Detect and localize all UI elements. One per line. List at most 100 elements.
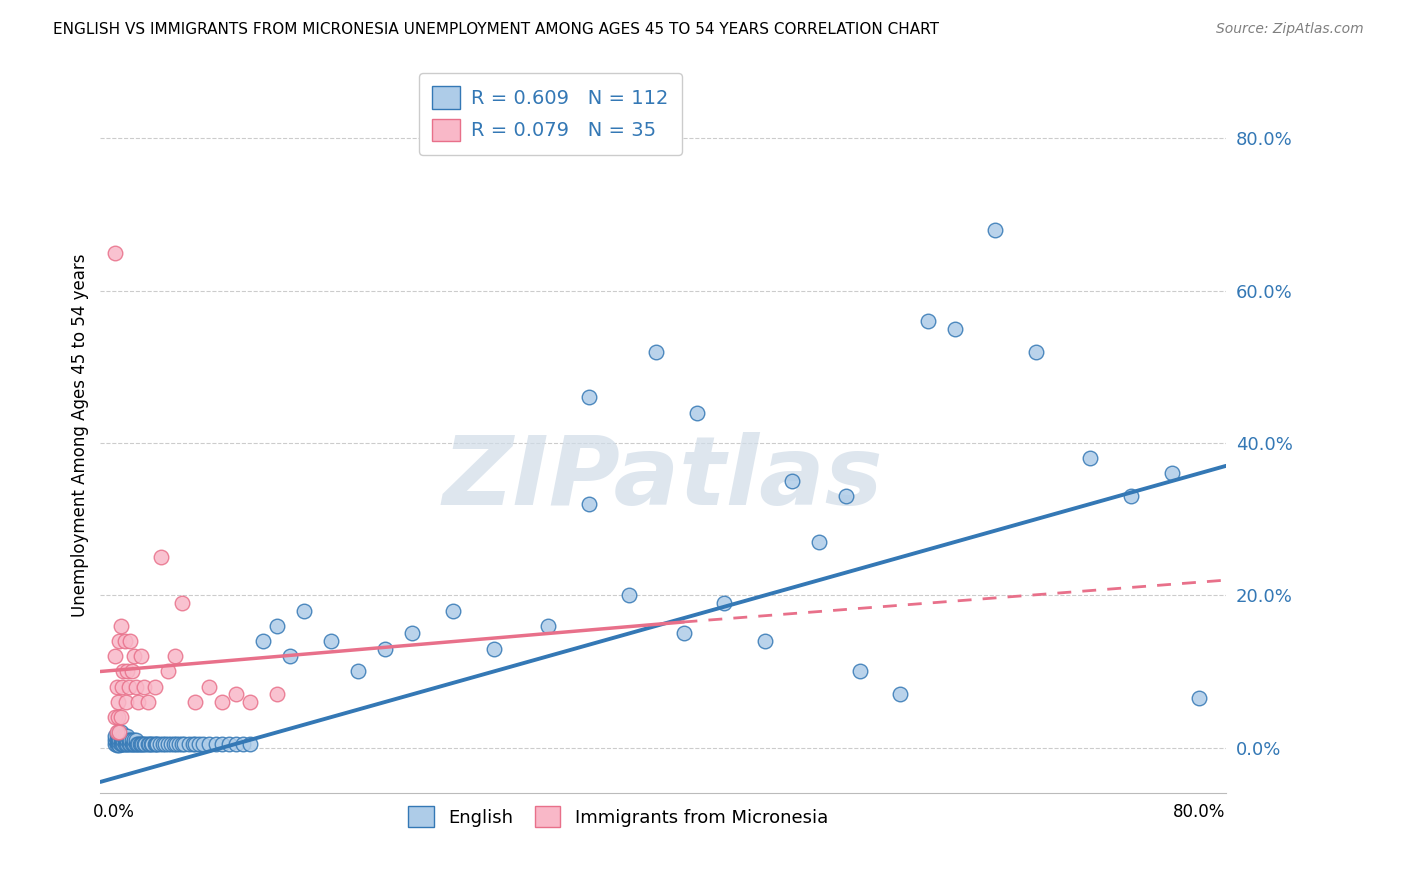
Point: [152, 737, 174, 751]
Point: [146, 737, 169, 751]
Point: [252, 634, 274, 648]
Point: [188, 737, 211, 751]
Point: [105, 680, 128, 694]
Point: [686, 405, 709, 419]
Point: [115, 737, 138, 751]
Point: [672, 626, 695, 640]
Point: [1080, 451, 1102, 466]
Point: [107, 710, 129, 724]
Point: [198, 680, 221, 694]
Point: [218, 737, 240, 751]
Point: [108, 735, 131, 749]
Point: [122, 649, 145, 664]
Point: [120, 737, 142, 751]
Point: [232, 737, 254, 751]
Point: [149, 737, 172, 751]
Point: [849, 665, 872, 679]
Point: [121, 733, 143, 747]
Point: [108, 634, 131, 648]
Point: [104, 737, 127, 751]
Point: [111, 680, 134, 694]
Point: [127, 695, 149, 709]
Point: [112, 729, 135, 743]
Point: [441, 603, 464, 617]
Point: [115, 733, 138, 747]
Point: [177, 737, 200, 751]
Point: [143, 680, 166, 694]
Point: [111, 733, 134, 747]
Point: [129, 737, 152, 751]
Point: [136, 695, 159, 709]
Point: [124, 737, 146, 751]
Point: [713, 596, 735, 610]
Point: [266, 619, 288, 633]
Point: [578, 497, 600, 511]
Point: [105, 725, 128, 739]
Point: [105, 727, 128, 741]
Point: [122, 737, 145, 751]
Point: [107, 737, 129, 751]
Point: [943, 322, 966, 336]
Text: ENGLISH VS IMMIGRANTS FROM MICRONESIA UNEMPLOYMENT AMONG AGES 45 TO 54 YEARS COR: ENGLISH VS IMMIGRANTS FROM MICRONESIA UN…: [53, 22, 939, 37]
Point: [114, 634, 136, 648]
Point: [482, 641, 505, 656]
Point: [984, 223, 1007, 237]
Point: [108, 739, 131, 753]
Point: [145, 737, 167, 751]
Point: [211, 737, 233, 751]
Point: [645, 344, 668, 359]
Point: [122, 737, 145, 751]
Point: [204, 737, 226, 751]
Point: [889, 687, 911, 701]
Point: [104, 729, 127, 743]
Point: [117, 733, 139, 747]
Point: [117, 665, 139, 679]
Point: [110, 737, 132, 751]
Point: [118, 680, 141, 694]
Point: [319, 634, 342, 648]
Point: [184, 737, 207, 751]
Point: [139, 737, 162, 751]
Point: [104, 245, 127, 260]
Point: [150, 550, 173, 565]
Point: [121, 737, 143, 751]
Point: [111, 729, 134, 743]
Point: [1160, 467, 1182, 481]
Point: [124, 680, 146, 694]
Point: [134, 737, 156, 751]
Point: [198, 737, 221, 751]
Point: [118, 733, 141, 747]
Point: [105, 739, 128, 753]
Point: [125, 737, 148, 751]
Point: [170, 737, 193, 751]
Point: [1188, 691, 1211, 706]
Point: [163, 649, 186, 664]
Point: [107, 725, 129, 739]
Point: [104, 733, 127, 747]
Point: [292, 603, 315, 617]
Point: [118, 737, 141, 751]
Point: [127, 737, 149, 751]
Point: [132, 680, 155, 694]
Legend: English, Immigrants from Micronesia: English, Immigrants from Micronesia: [401, 799, 835, 834]
Point: [131, 737, 153, 751]
Point: [157, 737, 180, 751]
Point: [115, 695, 138, 709]
Point: [917, 314, 939, 328]
Point: [117, 729, 139, 743]
Point: [112, 665, 135, 679]
Point: [162, 737, 184, 751]
Point: [157, 665, 180, 679]
Point: [181, 737, 204, 751]
Point: [110, 619, 132, 633]
Point: [107, 695, 129, 709]
Point: [155, 737, 177, 751]
Point: [120, 634, 142, 648]
Point: [754, 634, 776, 648]
Point: [117, 737, 139, 751]
Text: ZIPatlas: ZIPatlas: [443, 432, 883, 524]
Point: [167, 737, 190, 751]
Point: [108, 725, 131, 739]
Point: [1119, 489, 1142, 503]
Point: [111, 737, 134, 751]
